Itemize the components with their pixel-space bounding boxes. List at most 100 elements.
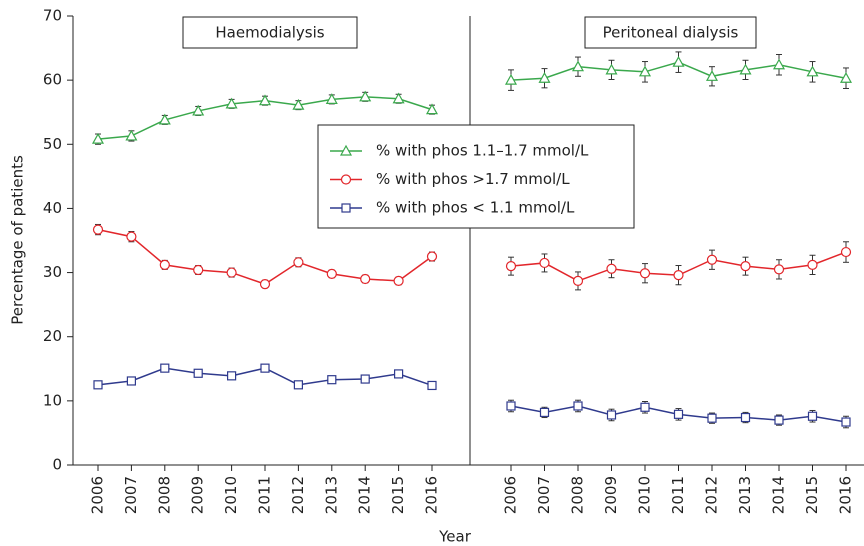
panel-title-box bbox=[182, 16, 358, 49]
data-point bbox=[638, 65, 652, 77]
data-point bbox=[640, 402, 650, 412]
data-point bbox=[840, 246, 852, 258]
y-tick-label: 50 bbox=[43, 135, 62, 153]
data-point bbox=[92, 224, 104, 235]
data-point bbox=[506, 401, 516, 411]
data-point bbox=[260, 363, 270, 373]
data-point bbox=[606, 263, 617, 274]
legend-label: % with phos >1.7 mmol/L bbox=[376, 170, 570, 188]
data-point bbox=[226, 267, 237, 278]
x-tick-label: 2013 bbox=[322, 476, 340, 514]
data-point bbox=[193, 264, 204, 276]
data-point bbox=[93, 380, 103, 390]
data-point bbox=[673, 270, 684, 281]
x-tick-label: 2015 bbox=[389, 476, 407, 514]
data-point bbox=[227, 371, 237, 381]
y-tick-label: 60 bbox=[43, 71, 62, 89]
x-tick-label: 2007 bbox=[122, 476, 140, 514]
x-tick-label: 2006 bbox=[89, 476, 107, 514]
legend-marker bbox=[341, 203, 351, 213]
data-point bbox=[572, 275, 584, 287]
data-point bbox=[807, 411, 818, 421]
y-tick-label: 40 bbox=[43, 199, 62, 217]
data-point bbox=[425, 103, 439, 115]
data-point bbox=[292, 98, 305, 110]
x-tick-label: 2009 bbox=[602, 476, 620, 514]
data-point bbox=[258, 94, 272, 106]
x-tick-label: 2014 bbox=[770, 476, 788, 514]
x-tick-label: 2012 bbox=[289, 476, 307, 514]
data-point bbox=[192, 104, 205, 116]
data-point bbox=[359, 90, 372, 102]
data-point bbox=[326, 268, 337, 279]
data-point bbox=[841, 417, 851, 427]
legend-marker bbox=[340, 174, 352, 185]
data-point bbox=[393, 275, 404, 287]
x-tick-label: 2006 bbox=[502, 476, 520, 514]
y-axis-label: Percentage of patients bbox=[9, 155, 27, 325]
data-point bbox=[426, 251, 438, 262]
y-tick-label: 30 bbox=[43, 263, 62, 281]
data-point bbox=[259, 279, 271, 290]
x-tick-label: 2010 bbox=[222, 476, 240, 514]
x-tick-label: 2011 bbox=[669, 476, 687, 514]
data-point bbox=[360, 374, 370, 384]
x-axis-label: Year bbox=[438, 528, 472, 546]
data-point bbox=[325, 93, 338, 104]
data-point bbox=[739, 63, 752, 75]
series-line bbox=[97, 228, 433, 285]
legend-label: % with phos 1.1–1.7 mmol/L bbox=[376, 142, 589, 160]
x-tick-label: 2011 bbox=[256, 476, 274, 514]
data-point bbox=[573, 401, 583, 411]
y-tick-label: 10 bbox=[43, 391, 62, 409]
data-point bbox=[807, 259, 818, 270]
data-point bbox=[772, 58, 786, 70]
data-point bbox=[91, 132, 105, 144]
data-point bbox=[539, 407, 550, 418]
x-tick-label: 2010 bbox=[636, 476, 654, 514]
data-point bbox=[707, 413, 717, 423]
data-point bbox=[773, 264, 785, 275]
data-point bbox=[159, 259, 170, 270]
data-point bbox=[740, 261, 751, 272]
legend-box bbox=[317, 124, 635, 229]
x-tick-label: 2008 bbox=[569, 476, 587, 514]
x-tick-label: 2008 bbox=[155, 476, 173, 514]
data-point bbox=[394, 369, 404, 379]
data-point bbox=[706, 254, 718, 265]
data-point bbox=[225, 97, 238, 109]
y-tick-label: 70 bbox=[43, 7, 62, 25]
x-tick-label: 2009 bbox=[189, 476, 207, 514]
x-tick-label: 2013 bbox=[736, 476, 754, 514]
data-point bbox=[293, 380, 303, 390]
x-tick-label: 2007 bbox=[535, 476, 553, 514]
data-point bbox=[504, 73, 518, 85]
y-tick-label: 20 bbox=[43, 327, 62, 345]
data-point bbox=[193, 368, 203, 378]
data-point bbox=[293, 257, 304, 268]
data-point bbox=[125, 129, 138, 141]
x-tick-label: 2014 bbox=[356, 476, 374, 514]
data-point bbox=[160, 363, 170, 373]
data-point bbox=[705, 70, 719, 81]
panel-title-box bbox=[584, 16, 757, 49]
legend-label: % with phos < 1.1 mmol/L bbox=[376, 199, 575, 217]
x-tick-label: 2012 bbox=[703, 476, 721, 514]
panel-title: Peritoneal dialysis bbox=[603, 24, 739, 42]
data-point bbox=[605, 63, 618, 75]
data-point bbox=[774, 415, 784, 425]
data-point bbox=[740, 412, 751, 423]
legend-marker bbox=[339, 144, 353, 156]
data-point bbox=[126, 231, 137, 242]
data-point bbox=[839, 71, 853, 83]
data-point bbox=[360, 273, 371, 285]
data-point bbox=[392, 92, 405, 104]
data-point bbox=[158, 113, 171, 125]
data-point bbox=[126, 376, 137, 386]
data-point bbox=[538, 71, 551, 83]
x-tick-label: 2016 bbox=[837, 476, 855, 514]
data-point bbox=[427, 380, 437, 391]
data-point bbox=[806, 65, 819, 77]
data-point bbox=[327, 375, 337, 385]
